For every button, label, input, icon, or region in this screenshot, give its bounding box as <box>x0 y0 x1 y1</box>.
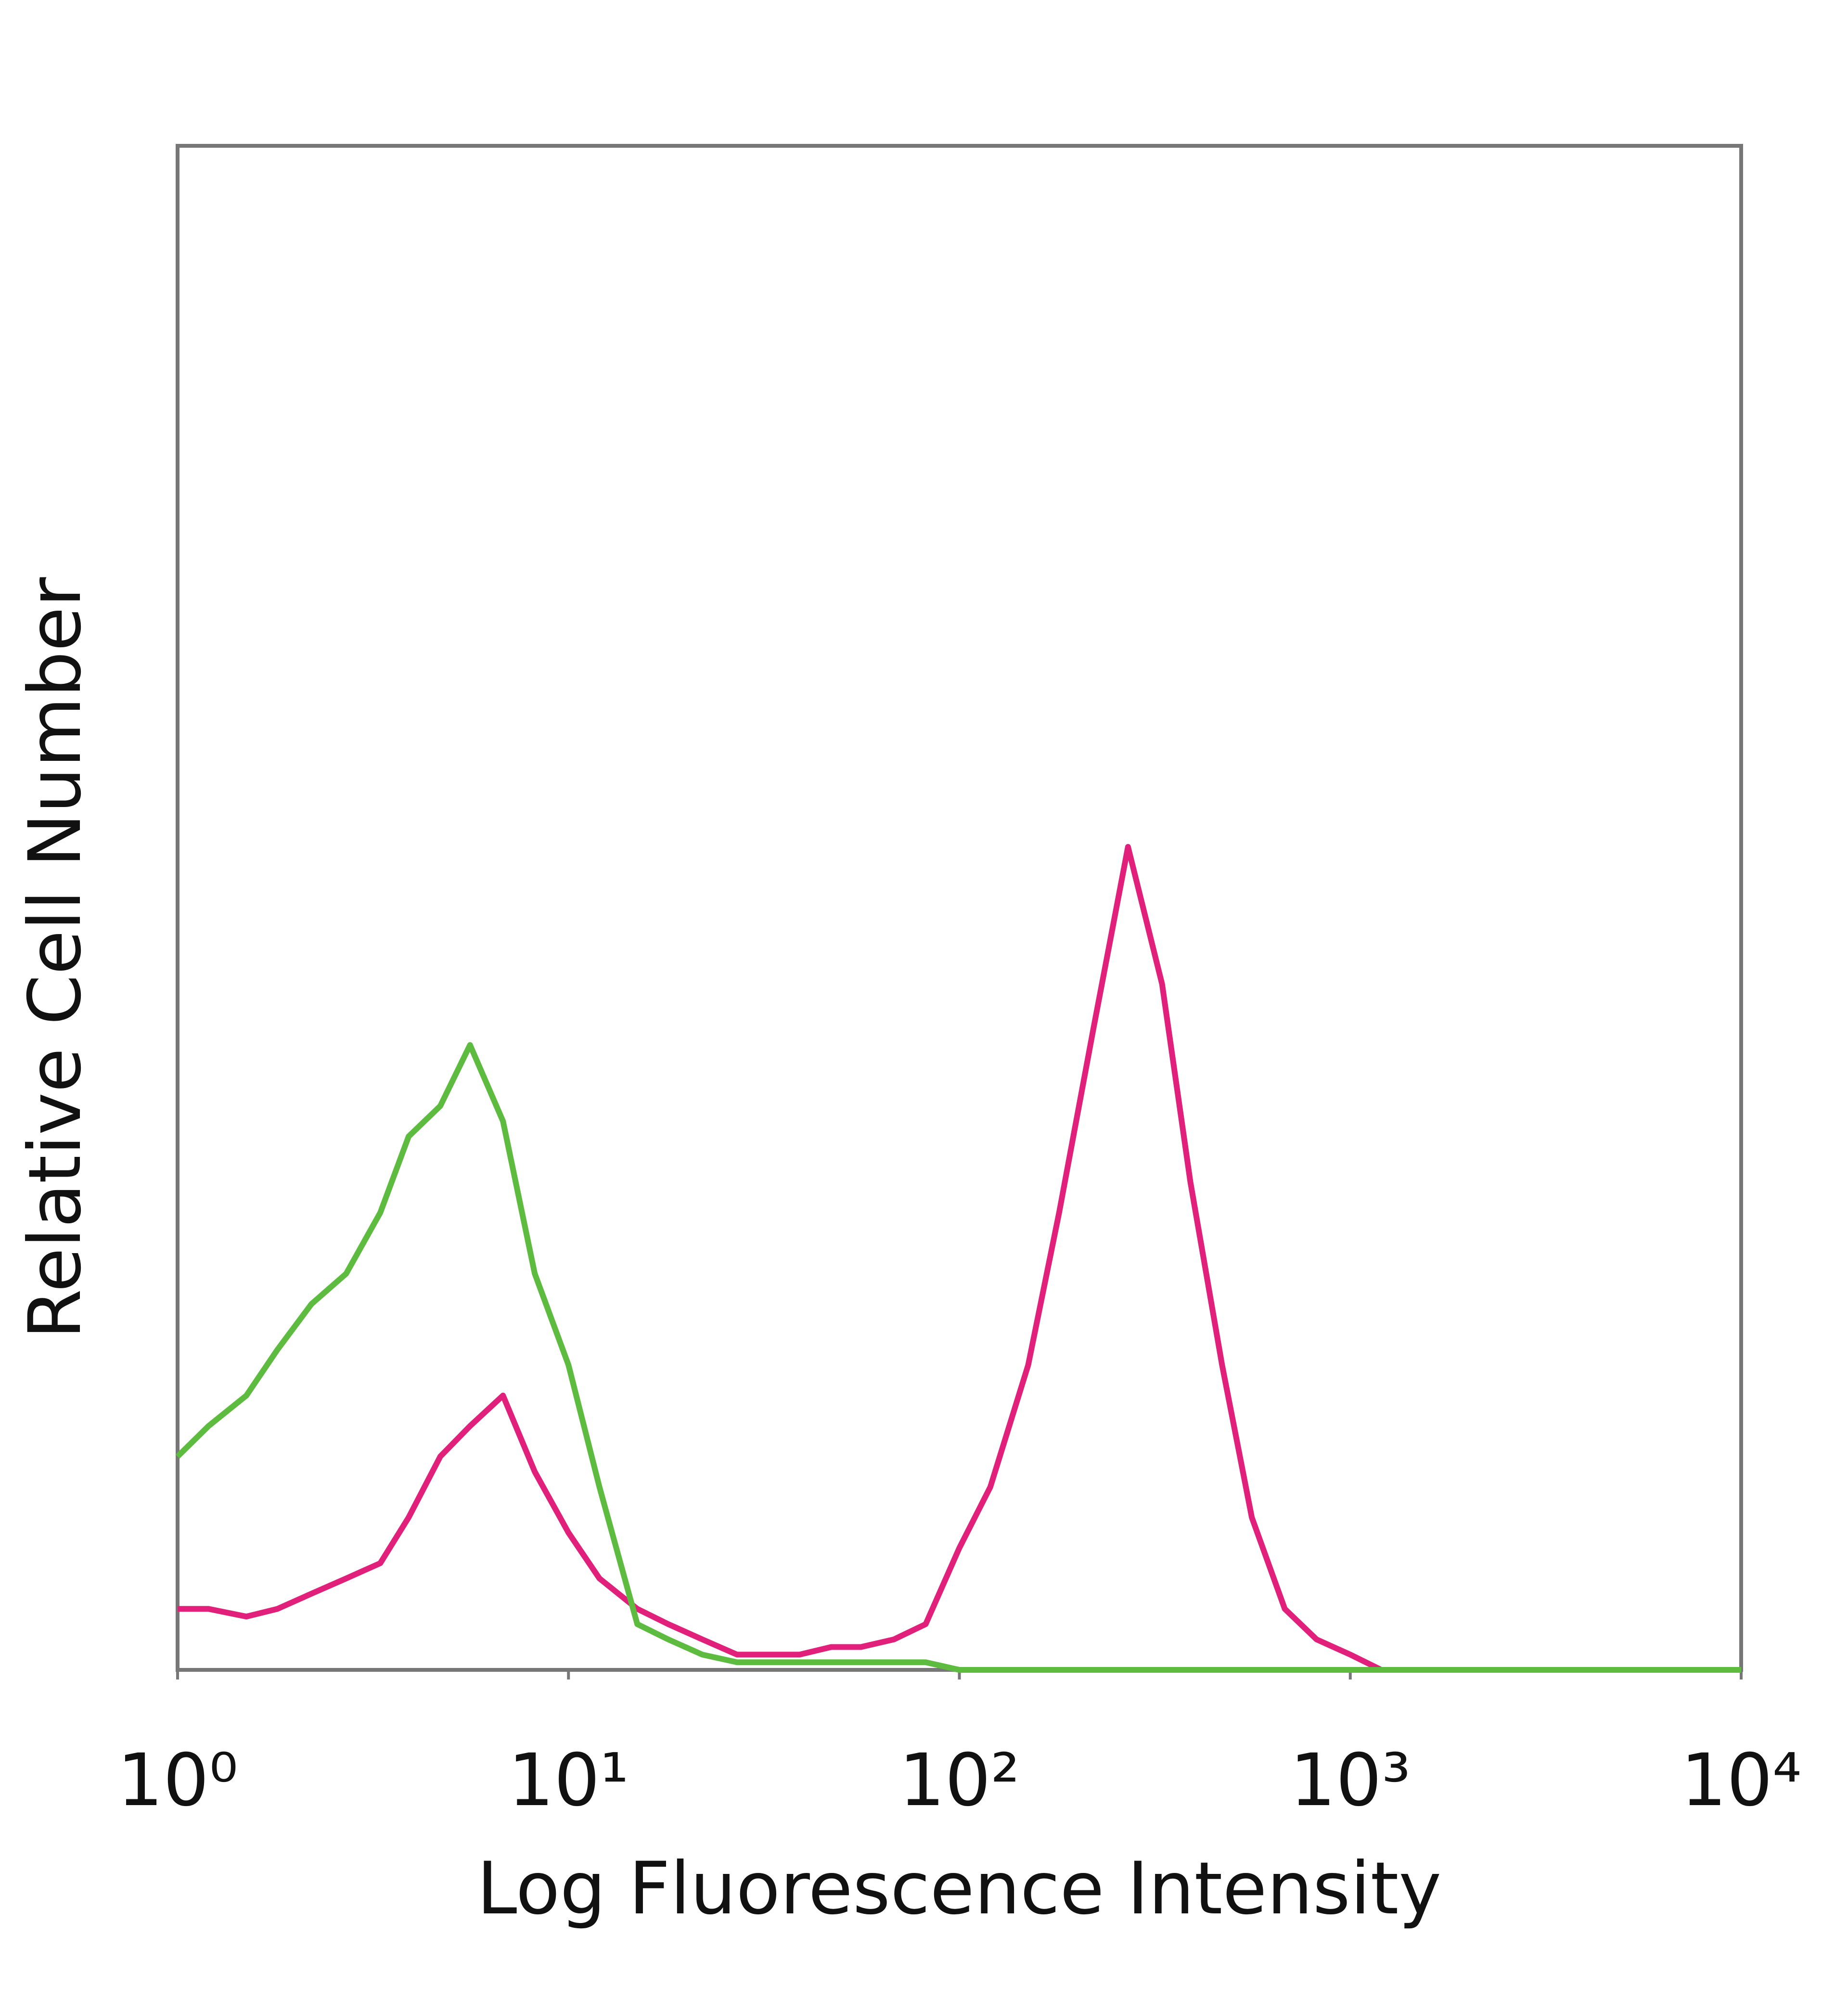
x-tick-label: 10² <box>899 1739 1020 1822</box>
x-tick-label: 10¹ <box>508 1739 629 1822</box>
series-line <box>175 1042 1741 1673</box>
x-tick-label: 10⁴ <box>1681 1739 1801 1822</box>
series-line <box>178 844 1741 1673</box>
x-tick-label: 10⁰ <box>117 1739 238 1822</box>
plot-frame <box>176 144 1743 1672</box>
x-axis-title: Log Fluorescence Intensity <box>477 1847 1441 1931</box>
x-tick-label: 10³ <box>1290 1739 1411 1822</box>
y-axis-title: Relative Cell Number <box>13 577 97 1339</box>
